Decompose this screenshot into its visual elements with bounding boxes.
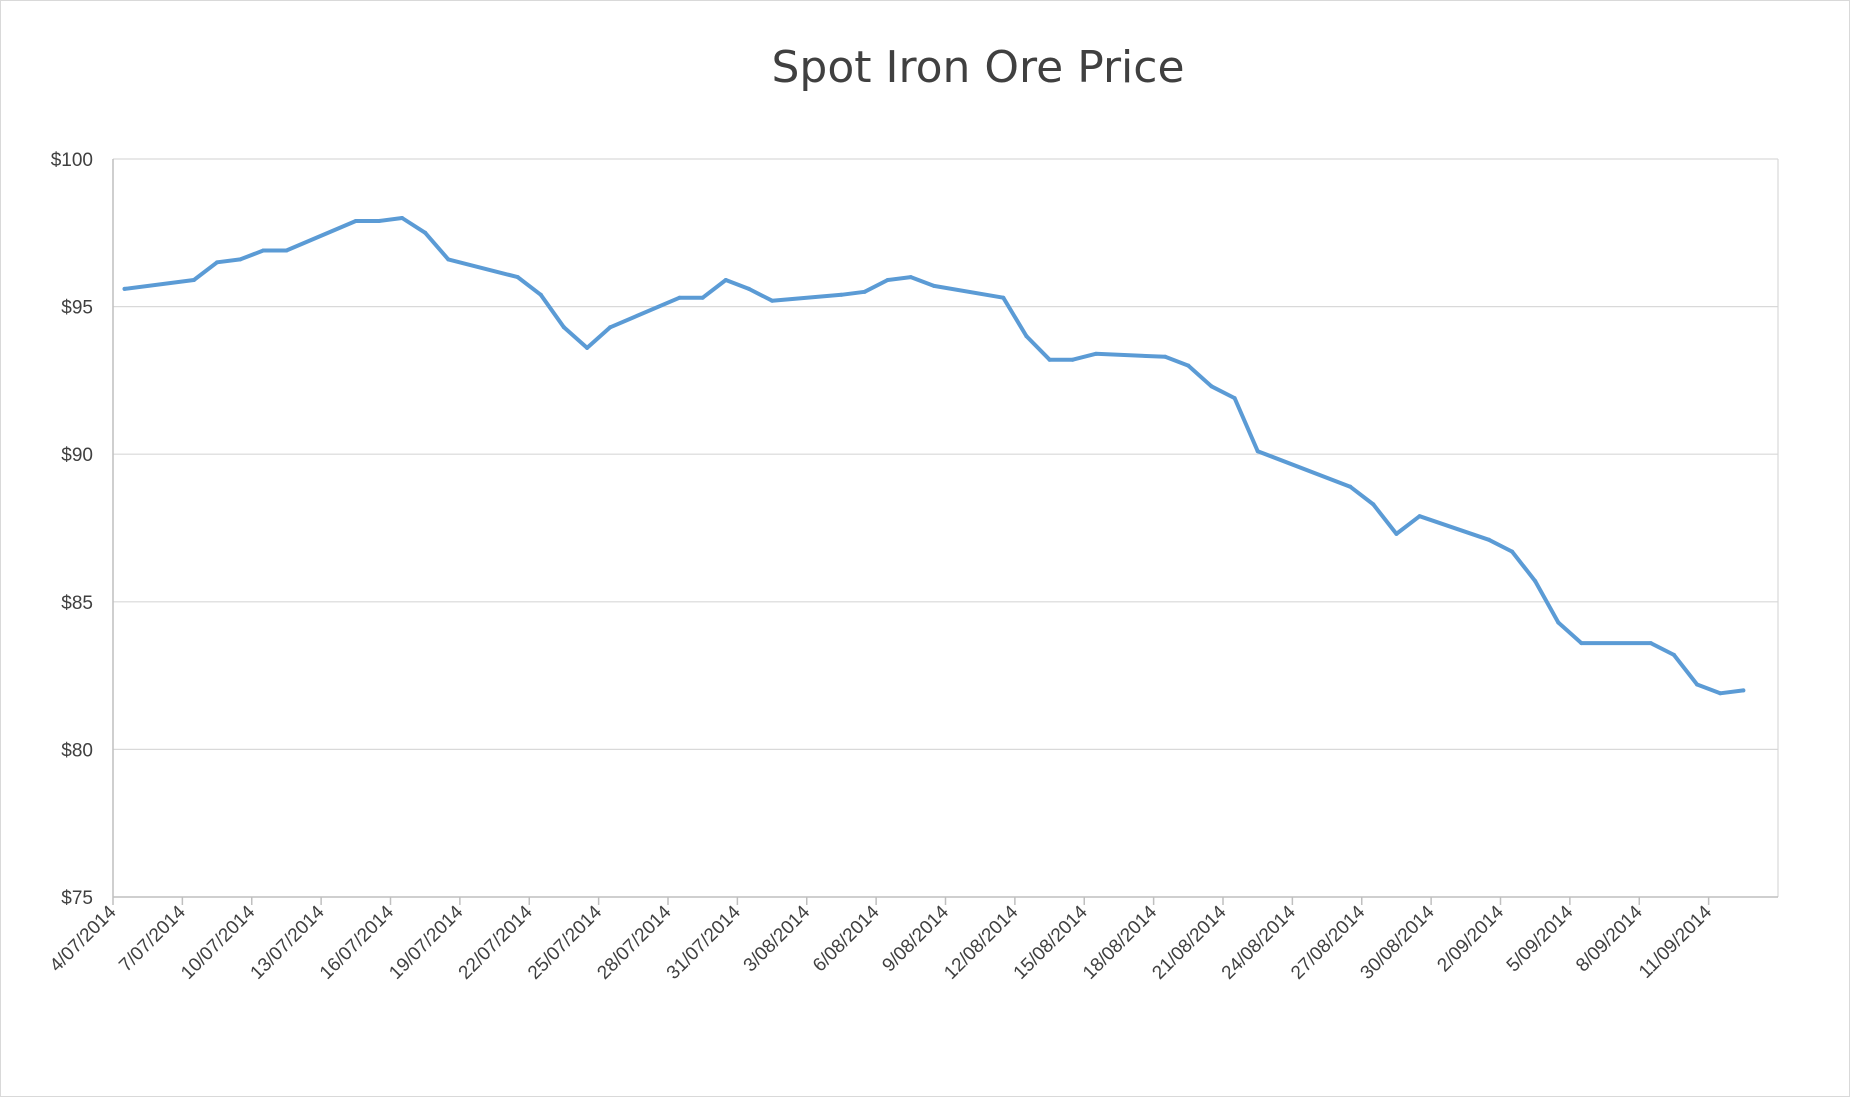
data-point [839,292,844,297]
x-tick-label: 16/07/2014 [316,901,398,983]
data-point [677,295,682,300]
x-tick-label: 22/07/2014 [455,901,537,983]
data-point [215,260,220,265]
x-tick-label: 31/07/2014 [663,901,745,983]
x-tick-label: 3/08/2014 [740,901,815,976]
y-axis-ticks: $75 $80 $85 $90 $95 $100 [51,150,93,909]
data-point [561,325,566,330]
series-line [122,216,1746,696]
x-tick-label: 6/08/2014 [809,901,884,976]
data-point [723,278,728,283]
data-point [423,230,428,235]
x-tick-label: 19/07/2014 [385,901,467,983]
x-tick-label: 4/07/2014 [46,901,121,976]
data-point [608,325,613,330]
data-point [1533,579,1538,584]
data-point [261,248,266,253]
data-point [1209,384,1214,389]
data-point [1741,688,1746,693]
y-tick-label: $90 [61,445,93,466]
data-point [446,257,451,262]
axes [112,159,1779,898]
data-point [1394,531,1399,536]
data-point [191,278,196,283]
x-tick-label: 2/09/2014 [1433,901,1508,976]
data-point [1232,396,1237,401]
x-tick-label: 15/08/2014 [1010,901,1092,983]
data-point [1001,295,1006,300]
data-point [1486,537,1491,542]
data-point [746,286,751,291]
data-point [1186,363,1191,368]
x-tick-label: 8/09/2014 [1572,901,1647,976]
data-point [376,218,381,223]
x-tick-label: 28/07/2014 [593,901,675,983]
data-point [1671,652,1676,657]
data-point [400,216,405,221]
x-tick-label: 7/07/2014 [115,901,190,976]
x-tick-label: 12/08/2014 [940,901,1022,983]
data-point [1348,484,1353,489]
series-group [122,216,1746,696]
x-tick-label: 13/07/2014 [247,901,329,983]
x-tick-label: 24/08/2014 [1218,901,1300,983]
x-tick-label: 25/07/2014 [524,901,606,983]
data-point [1648,641,1653,646]
y-tick-label: $100 [51,150,93,171]
data-point [538,292,543,297]
data-point [1024,334,1029,339]
x-axis-ticks: 4/07/20147/07/201410/07/201413/07/201416… [46,897,1716,984]
x-tick-label: 11/09/2014 [1635,901,1716,982]
data-point [1579,641,1584,646]
data-point [1695,682,1700,687]
data-point [515,275,520,280]
data-point [1093,351,1098,356]
data-point [885,278,890,283]
data-point [770,298,775,303]
gridlines [113,158,1778,751]
chart-title: Spot Iron Ore Price [771,42,1184,93]
data-point [284,248,289,253]
data-point [122,286,127,291]
data-point [931,283,936,288]
data-point [1047,357,1052,362]
y-tick-label: $75 [61,888,93,909]
x-tick-label: 21/08/2014 [1148,901,1230,983]
data-point [908,275,913,280]
data-point [862,289,867,294]
x-tick-label: 27/08/2014 [1287,901,1369,983]
data-point [700,295,705,300]
data-point [353,218,358,223]
y-tick-label: $80 [61,740,93,761]
x-tick-label: 18/08/2014 [1079,901,1161,983]
x-tick-label: 5/09/2014 [1503,901,1578,976]
data-point [1255,449,1260,454]
data-point [238,257,243,262]
data-point [585,345,590,350]
x-tick-label: 9/08/2014 [878,901,953,976]
data-point [1556,620,1561,625]
data-point [1417,514,1422,519]
x-tick-label: 30/08/2014 [1357,901,1439,983]
data-point [1070,357,1075,362]
data-point [1718,691,1723,696]
y-tick-label: $85 [61,593,93,614]
data-point [1163,354,1168,359]
data-point [1510,549,1515,554]
y-tick-label: $95 [61,298,93,319]
data-point [1371,502,1376,507]
x-tick-label: 10/07/2014 [177,901,259,983]
